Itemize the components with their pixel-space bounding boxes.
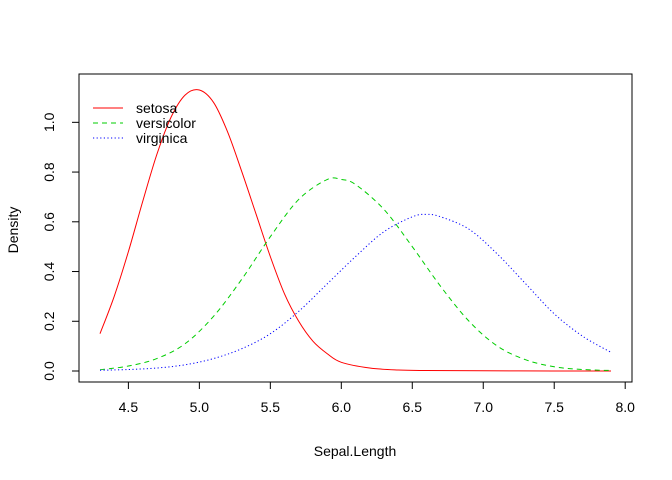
legend-label-versicolor: versicolor: [136, 115, 196, 131]
x-axis: 4.5 5.0 5.5 6.0 6.5 7.0 7.5 8.0: [119, 381, 635, 415]
series-line-virginica: [99, 213, 612, 371]
y-tick-label: 0.0: [41, 361, 57, 381]
x-tick-label: 7.5: [544, 399, 564, 415]
x-tick-label: 5.5: [261, 399, 281, 415]
series-layer: [99, 89, 612, 372]
y-tick-label: 0.2: [41, 311, 57, 331]
x-tick-label: 8.0: [615, 399, 635, 415]
x-tick-label: 5.0: [190, 399, 210, 415]
x-tick-label: 7.0: [474, 399, 494, 415]
x-tick-label: 6.0: [332, 399, 352, 415]
series-line-setosa: [99, 89, 612, 372]
y-axis-title: Density: [5, 207, 21, 254]
y-tick-label: 0.6: [41, 212, 57, 232]
y-axis: 0.0 0.2 0.4 0.6 0.8 1.0: [41, 112, 80, 381]
y-tick-label: 0.8: [41, 162, 57, 182]
y-tick-label: 1.0: [41, 112, 57, 132]
legend-label-virginica: virginica: [136, 130, 188, 146]
series-line-versicolor: [99, 177, 612, 371]
x-tick-label: 6.5: [403, 399, 423, 415]
y-tick-label: 0.4: [41, 262, 57, 282]
x-axis-title: Sepal.Length: [314, 443, 397, 459]
legend-label-setosa: setosa: [136, 100, 177, 116]
x-tick-label: 4.5: [119, 399, 139, 415]
